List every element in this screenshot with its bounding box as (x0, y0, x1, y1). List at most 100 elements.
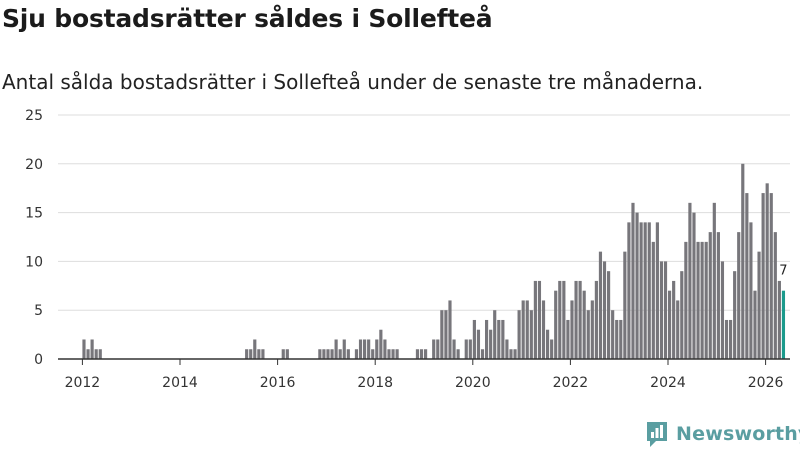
bar (391, 349, 395, 359)
bar (505, 339, 509, 359)
bar (387, 349, 391, 359)
bar (611, 310, 615, 359)
bar (607, 271, 611, 359)
x-tick-label: 2024 (650, 375, 686, 391)
brand-name: Newsworthy (676, 423, 800, 445)
bar (322, 349, 326, 359)
x-tick-label: 2018 (357, 375, 393, 391)
bar (448, 300, 452, 359)
bar (334, 339, 338, 359)
bar (90, 339, 94, 359)
bar (249, 349, 253, 359)
bar (765, 183, 769, 359)
bar (558, 280, 562, 359)
bar (371, 349, 375, 359)
bar (676, 300, 680, 359)
bar (684, 241, 688, 359)
x-tick-label: 2026 (748, 375, 784, 391)
bar (456, 349, 460, 359)
bar (724, 319, 729, 359)
bar (354, 349, 359, 359)
bar (379, 329, 383, 359)
bar (509, 349, 513, 359)
bar (619, 319, 623, 359)
bar (639, 222, 643, 359)
y-tick-label: 10 (25, 254, 43, 270)
bar (582, 290, 586, 359)
bar (663, 261, 668, 359)
bar (444, 310, 448, 359)
bar (635, 212, 639, 359)
bar (741, 163, 745, 359)
y-tick-label: 0 (34, 352, 43, 368)
gridlines (58, 114, 790, 311)
bar (708, 232, 712, 359)
newsworthy-logo-icon (647, 422, 667, 447)
chart-subtitle: Antal sålda bostadsrätter i Sollefteå un… (2, 70, 704, 94)
bar (489, 329, 493, 359)
bar (602, 261, 607, 359)
bar (529, 310, 533, 359)
bar (578, 280, 582, 359)
bar-value-label: 7 (779, 264, 787, 279)
bar (716, 232, 720, 359)
bar (537, 280, 542, 359)
bar (338, 349, 342, 359)
bar (281, 349, 285, 359)
bar (452, 339, 456, 359)
bar (631, 202, 635, 359)
x-tick-label: 2020 (455, 375, 491, 391)
bar (562, 280, 566, 359)
bar (436, 339, 440, 359)
bar (647, 222, 651, 359)
bar (472, 319, 476, 359)
bar (546, 329, 550, 359)
bar (688, 202, 692, 359)
bar (761, 193, 765, 359)
y-tick-label: 5 (34, 303, 43, 319)
bar (497, 319, 501, 359)
bar (363, 339, 367, 359)
bar (285, 349, 289, 359)
bar (513, 349, 517, 359)
bar (94, 349, 98, 359)
bar (330, 349, 334, 359)
bar (757, 251, 761, 359)
y-tick-label: 15 (25, 206, 43, 222)
bar (655, 222, 659, 359)
bar (550, 339, 554, 359)
bar (598, 251, 603, 359)
bar (521, 300, 525, 359)
bar (253, 339, 257, 359)
bar (570, 300, 574, 359)
bar (749, 222, 753, 359)
bar (346, 349, 350, 359)
bar (704, 241, 708, 359)
bar (464, 339, 468, 359)
bar (733, 271, 737, 359)
bar (623, 251, 627, 359)
x-tick-label: 2014 (162, 375, 198, 391)
bar (493, 310, 497, 359)
bar (257, 349, 261, 359)
bar (501, 319, 505, 359)
brand-logo[interactable]: Newsworthy (645, 420, 800, 448)
bar (480, 349, 485, 359)
bars (82, 163, 786, 359)
bar (468, 339, 472, 359)
bar (375, 339, 379, 359)
bar (696, 241, 700, 359)
bar (615, 319, 619, 359)
bar (729, 319, 733, 359)
axes: 0 5 10 15 20 25 7 2012 2014 2016 2018 2020 2022 2024 2… (25, 108, 790, 391)
bar (668, 290, 672, 359)
bar (574, 280, 578, 359)
bar (82, 339, 86, 359)
bar (781, 290, 786, 359)
bar (712, 202, 716, 359)
bar (367, 339, 371, 359)
bar (769, 193, 773, 359)
bar (737, 232, 741, 359)
bar (98, 349, 102, 359)
bar (419, 349, 424, 359)
